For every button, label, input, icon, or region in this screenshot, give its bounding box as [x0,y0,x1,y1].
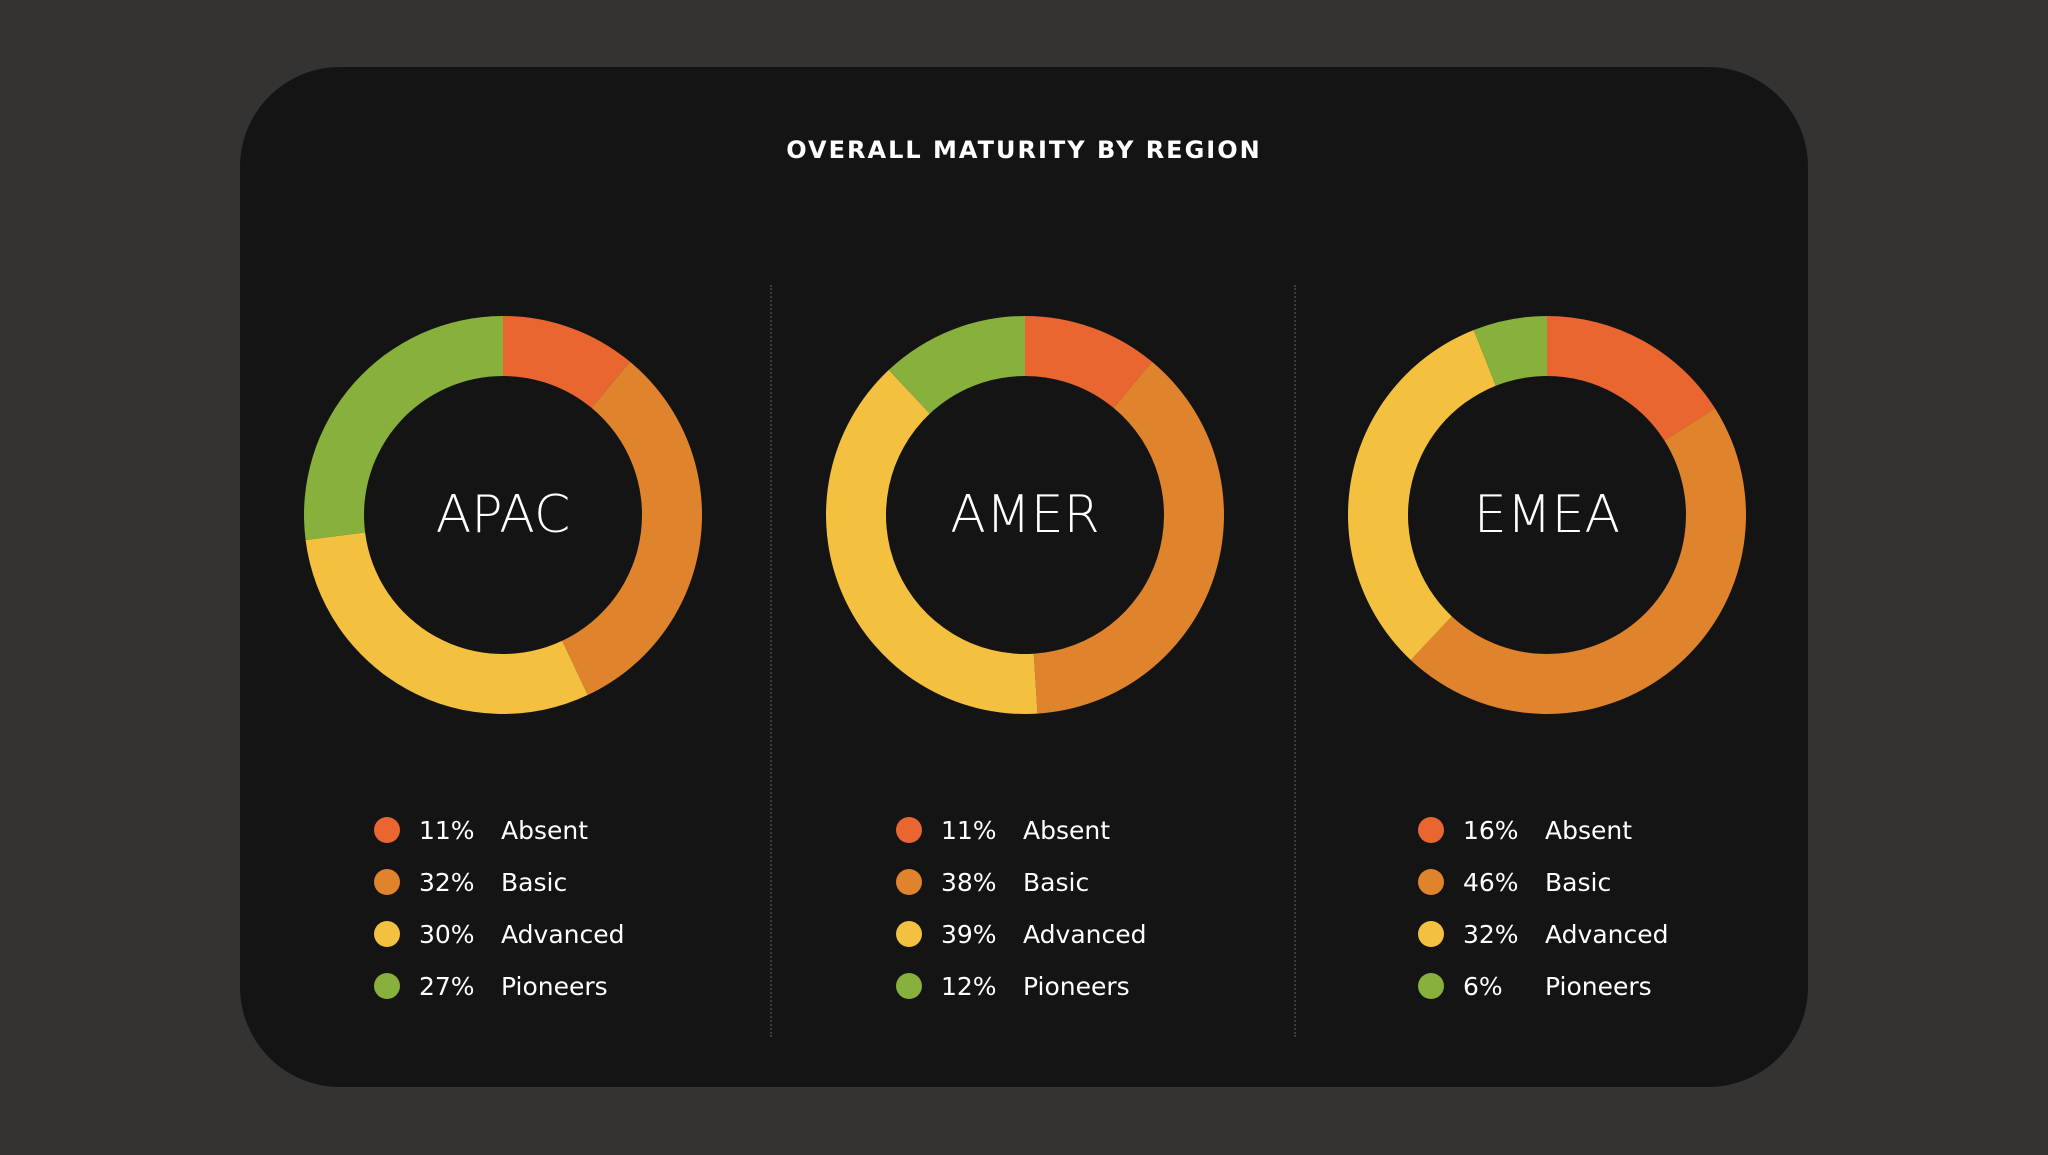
legend-label: Pioneers [1545,971,1652,1001]
donut-slice-advanced [826,369,1038,714]
legend-dot-advanced [896,921,922,947]
legend-label: Advanced [1545,919,1669,949]
legend-value: 32% [419,867,475,897]
donut-chart-emea [1286,0,1808,1155]
donut-slice-advanced [1348,329,1496,661]
legend-label: Basic [1545,867,1612,897]
legend-value: 39% [941,919,997,949]
legend-item-basic: 32% Basic [374,862,567,902]
donut-slice-basic [1410,408,1746,715]
donut-svg [304,316,703,714]
legend-dot-advanced [1418,921,1444,947]
region-panel-apac: APAC 11% Absent 32% Basic 30% Advanced 2… [242,0,764,1155]
legend-dot-pioneers [374,973,400,999]
legend-item-absent: 11% Absent [896,810,1110,850]
panel-divider [1294,285,1296,1037]
donut-slice-pioneers [888,316,1025,414]
legend-value: 11% [941,815,997,845]
donut-svg [1348,316,1746,715]
legend-dot-basic [896,869,922,895]
legend-label: Absent [1023,815,1111,845]
region-panel-emea: EMEA 16% Absent 46% Basic 32% Advanced 6… [1286,0,1808,1155]
donut-svg [826,316,1224,714]
legend-label: Absent [1545,815,1633,845]
legend-value: 11% [419,815,475,845]
donut-slice-pioneers [1473,316,1547,386]
legend-value: 27% [419,971,475,1001]
legend-dot-pioneers [896,973,922,999]
donut-slice-absent [503,316,630,408]
legend-value: 30% [419,919,475,949]
legend-dot-pioneers [1418,973,1444,999]
legend-item-absent: 11% Absent [374,810,588,850]
legend-label: Advanced [1023,919,1147,949]
legend-label: Pioneers [501,971,608,1001]
legend-label: Pioneers [1023,971,1130,1001]
legend-item-pioneers: 27% Pioneers [374,966,608,1006]
legend-dot-basic [374,869,400,895]
legend-item-advanced: 39% Advanced [896,914,1147,954]
legend-item-pioneers: 12% Pioneers [896,966,1130,1006]
legend-label: Basic [501,867,568,897]
legend-dot-absent [374,817,400,843]
panel-divider [770,285,772,1037]
chart-card [240,67,1808,1087]
legend-value: 38% [941,867,997,897]
region-panel-amer: AMER 11% Absent 38% Basic 39% Advanced 1… [764,0,1286,1155]
legend-dot-absent [896,817,922,843]
legend-label: Absent [501,815,589,845]
donut-slice-advanced [305,532,588,714]
legend-dot-advanced [374,921,400,947]
donut-slice-pioneers [304,316,503,540]
legend-value: 46% [1463,867,1519,897]
legend-item-basic: 46% Basic [1418,862,1611,902]
legend-item-pioneers: 6% Pioneers [1418,966,1652,1006]
chart-title: OVERALL MATURITY BY REGION [786,136,1262,164]
legend-item-advanced: 32% Advanced [1418,914,1669,954]
legend-value: 12% [941,971,997,1001]
legend-dot-basic [1418,869,1444,895]
legend-value: 16% [1463,815,1519,845]
legend-value: 6% [1463,971,1503,1001]
legend-label: Basic [1023,867,1090,897]
donut-slice-absent [1547,316,1716,441]
region-label: AMER [950,485,1100,545]
donut-slice-basic [1033,361,1224,714]
legend-item-basic: 38% Basic [896,862,1089,902]
legend-value: 32% [1463,919,1519,949]
donut-slice-absent [1025,316,1152,408]
region-label: APAC [435,485,571,545]
region-label: EMEA [1473,485,1621,545]
donut-chart-amer [764,0,1286,1155]
legend-item-absent: 16% Absent [1418,810,1632,850]
donut-chart-apac [242,0,764,1155]
donut-slice-basic [562,361,703,696]
legend-dot-absent [1418,817,1444,843]
legend-label: Advanced [501,919,625,949]
legend-item-advanced: 30% Advanced [374,914,625,954]
